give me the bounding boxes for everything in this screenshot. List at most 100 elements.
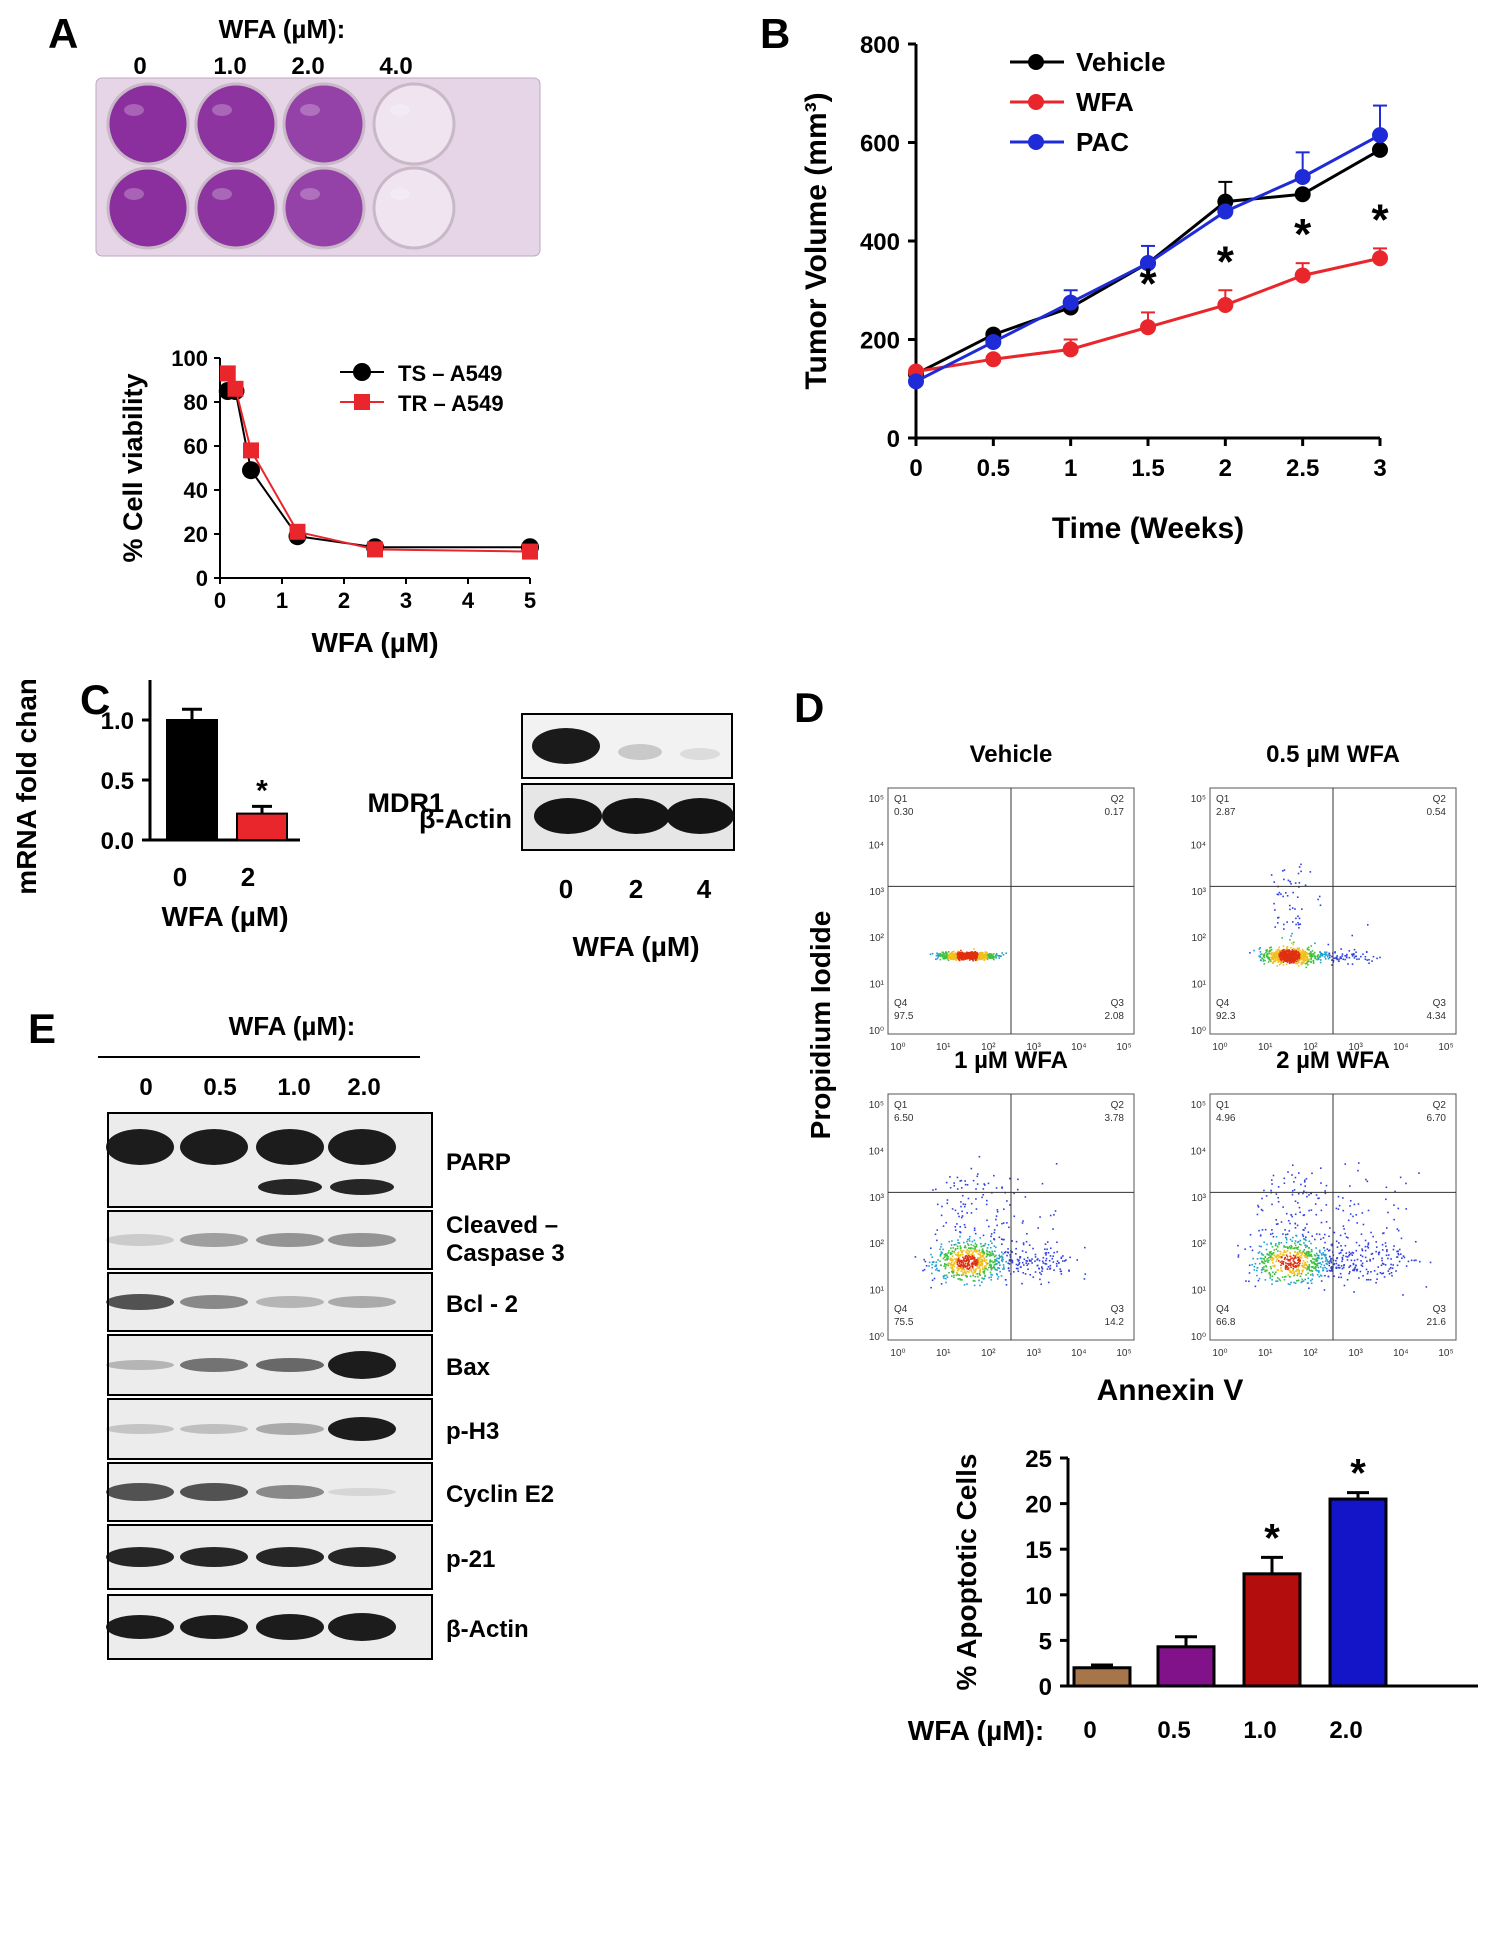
- flow-event: [931, 1261, 934, 1264]
- flow-event: [1275, 1260, 1278, 1263]
- flow-event: [1302, 1264, 1304, 1267]
- flow-x-axis-label: Annexin V: [1097, 1374, 1244, 1407]
- flow-event: [1322, 1267, 1324, 1269]
- flow-event: [1296, 1251, 1299, 1254]
- flow-event: [1272, 962, 1274, 964]
- flow-event: [1342, 1197, 1344, 1199]
- flow-event: [1280, 1221, 1283, 1223]
- flow-x-tick: 10⁴: [1393, 1348, 1408, 1359]
- flow-event: [1287, 879, 1290, 882]
- flow-event: [1275, 951, 1277, 954]
- flow-event: [1360, 1264, 1363, 1266]
- flow-event: [1307, 1255, 1310, 1257]
- flow-event: [958, 959, 961, 962]
- flow-event: [938, 952, 941, 955]
- flow-event: [1341, 953, 1344, 955]
- flow-event: [979, 1261, 982, 1264]
- flow-event: [1340, 1265, 1343, 1267]
- flow-event: [987, 1262, 989, 1265]
- flow-event: [1278, 963, 1281, 966]
- flow-event: [942, 957, 945, 960]
- flow-event: [1047, 1251, 1050, 1254]
- flow-event: [1025, 1262, 1028, 1264]
- flow-event: [1298, 959, 1300, 962]
- flow-event: [963, 1260, 966, 1262]
- flow-event: [1367, 1242, 1370, 1244]
- flow-event: [1306, 957, 1309, 960]
- flow-event: [1284, 955, 1286, 958]
- flow-x-tick: 10³: [1348, 1042, 1363, 1053]
- flow-event: [1019, 1256, 1022, 1258]
- flow-event: [1275, 1280, 1277, 1283]
- flow-event: [1034, 1260, 1036, 1263]
- flow-event: [956, 1247, 959, 1250]
- flow-event: [1294, 1222, 1297, 1225]
- flow-x-tick: 10²: [981, 1042, 996, 1053]
- flow-event: [1287, 956, 1290, 958]
- flow-event: [1330, 1260, 1332, 1262]
- flow-event: [963, 1241, 965, 1244]
- flow-event: [1272, 956, 1274, 959]
- flow-event: [1275, 1248, 1278, 1251]
- flow-event: [1307, 1231, 1310, 1233]
- flow-event: [981, 1250, 984, 1253]
- flow-event: [1352, 1263, 1355, 1266]
- flow-event: [1317, 954, 1319, 956]
- y-tick-label: 0: [1039, 1674, 1052, 1701]
- flow-event: [991, 1250, 994, 1253]
- flow-event: [950, 1275, 953, 1277]
- flow-event: [1419, 1260, 1421, 1263]
- flow-event: [1375, 1281, 1377, 1284]
- flow-event: [1317, 958, 1320, 961]
- flow-event: [1326, 1263, 1329, 1265]
- flow-event: [945, 1277, 947, 1280]
- flow-event: [998, 957, 1001, 959]
- flow-event: [1297, 1172, 1300, 1174]
- flow-event: [1275, 956, 1278, 958]
- flow-event: [1330, 1269, 1332, 1272]
- flow-event: [1387, 1211, 1389, 1214]
- flow-x-tick: 10²: [981, 1348, 996, 1359]
- flow-event: [1298, 948, 1300, 950]
- flow-event: [1393, 1245, 1395, 1247]
- flow-event: [1299, 1239, 1302, 1242]
- flow-event: [990, 1267, 993, 1269]
- flow-event: [1296, 960, 1299, 963]
- flow-event: [1320, 1280, 1323, 1282]
- flow-event: [996, 1257, 998, 1260]
- flow-event: [1263, 1189, 1265, 1192]
- flow-event: [1405, 1265, 1408, 1267]
- flow-event: [1297, 1259, 1299, 1262]
- data-point: [1372, 127, 1388, 144]
- flow-event: [1001, 1258, 1003, 1260]
- flow-event: [1318, 895, 1321, 898]
- flow-event: [1297, 1256, 1300, 1259]
- flow-y-tick: 10⁰: [869, 1332, 884, 1343]
- flow-event: [1263, 1241, 1265, 1244]
- flow-event: [1384, 1263, 1387, 1266]
- flow-event: [1338, 1252, 1341, 1255]
- flow-event: [1275, 1223, 1278, 1225]
- flow-event: [1291, 942, 1293, 944]
- flow-event: [1316, 1260, 1318, 1262]
- flow-event: [1001, 1243, 1003, 1246]
- flow-event: [1030, 1260, 1032, 1262]
- flow-event: [1283, 1182, 1286, 1185]
- flow-event: [1298, 954, 1300, 957]
- flow-event: [968, 959, 971, 961]
- flow-event: [1275, 1255, 1278, 1258]
- flow-event: [1271, 1279, 1273, 1281]
- flow-event: [988, 1276, 990, 1279]
- flow-event: [1367, 1278, 1370, 1281]
- flow-event: [972, 1247, 974, 1250]
- flow-event: [1298, 886, 1300, 888]
- flow-y-tick: 10¹: [1192, 1286, 1207, 1297]
- flow-event: [1023, 1258, 1026, 1261]
- quadrant-label: Q3: [1111, 1304, 1125, 1315]
- flow-event: [997, 1267, 999, 1269]
- flow-event: [1041, 1182, 1044, 1185]
- flow-event: [949, 1253, 952, 1256]
- flow-event: [1429, 1261, 1432, 1264]
- flow-event: [1313, 1258, 1316, 1261]
- flow-event: [943, 1262, 946, 1265]
